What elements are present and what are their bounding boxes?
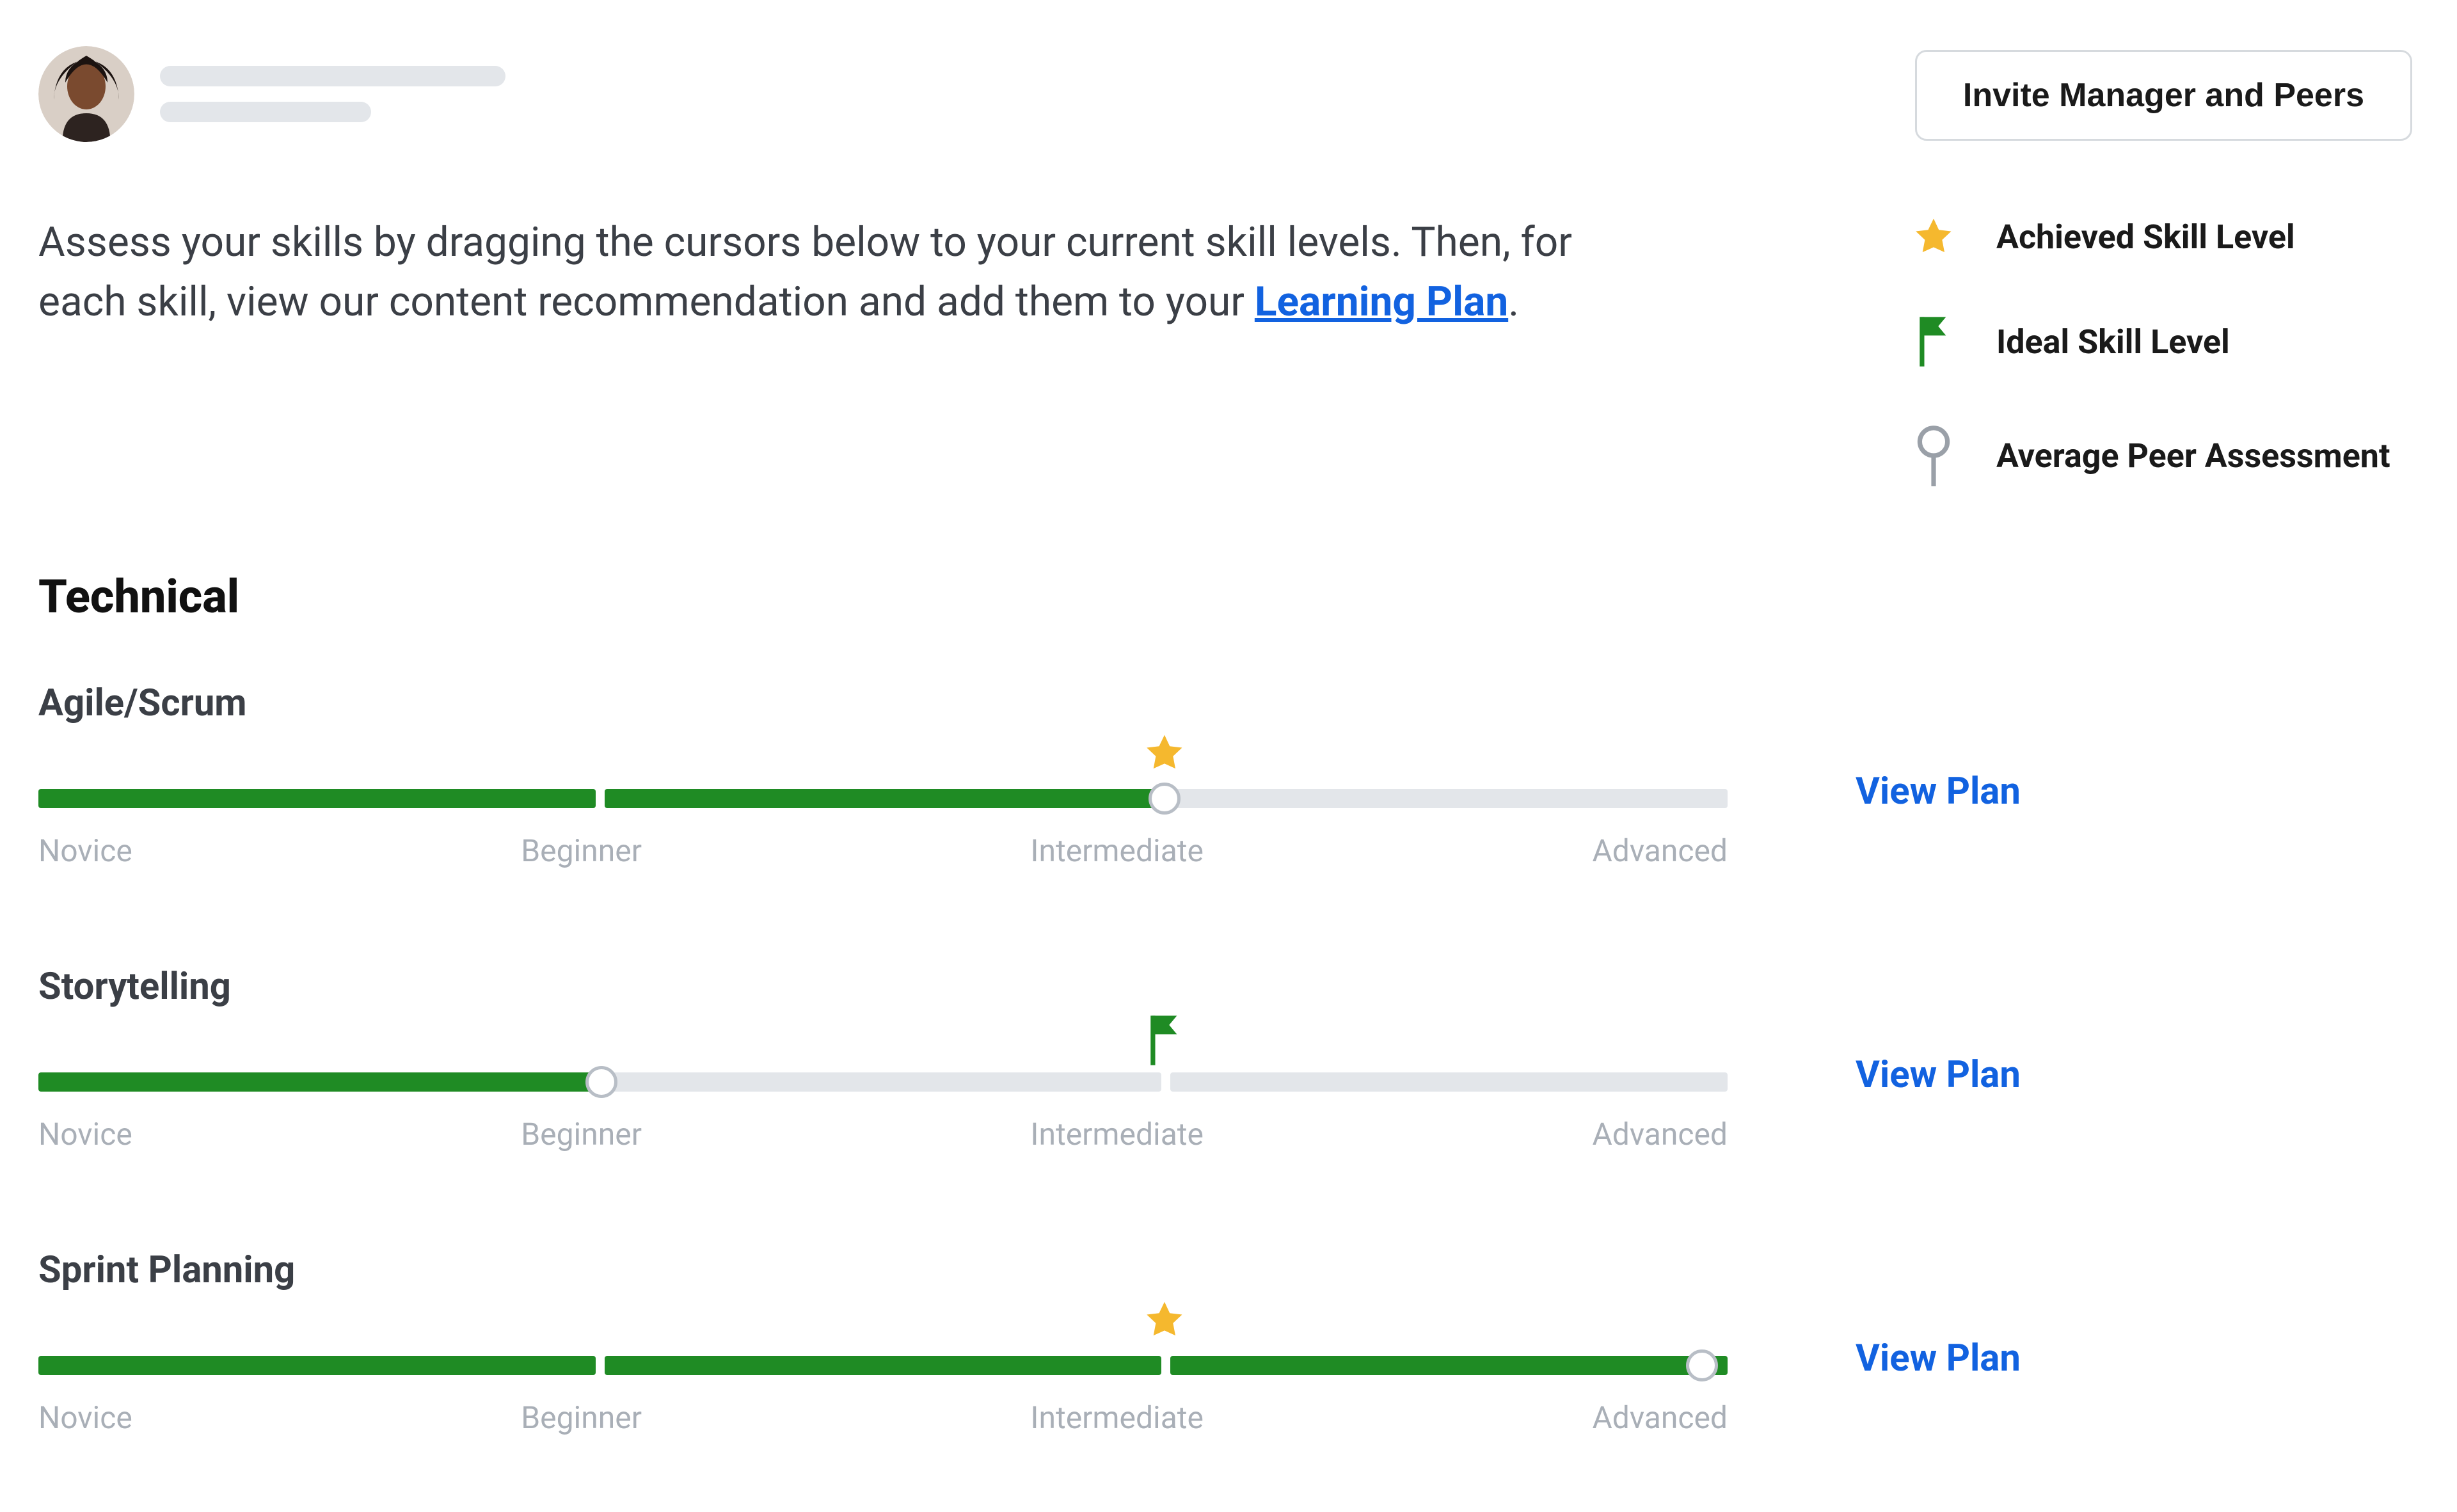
- skill-track[interactable]: [38, 1356, 1728, 1375]
- track-segment: [38, 789, 596, 808]
- star-icon: [1907, 215, 1960, 259]
- level-label: Beginner: [521, 1116, 642, 1152]
- level-label: Beginner: [521, 1399, 642, 1436]
- profile-placeholder: [160, 66, 505, 122]
- level-label: Advanced: [1592, 832, 1728, 869]
- track-segment: [605, 1072, 1162, 1092]
- placeholder-line: [160, 66, 505, 86]
- view-plan-link[interactable]: View Plan: [1856, 1337, 2021, 1380]
- section-title: Technical: [38, 569, 2419, 624]
- level-labels: Novice Beginner Intermediate Advanced: [38, 832, 1728, 869]
- level-label: Novice: [38, 1399, 132, 1436]
- skill-cursor[interactable]: [585, 1066, 617, 1098]
- level-label: Advanced: [1592, 1116, 1728, 1152]
- placeholder-line: [160, 102, 371, 122]
- skill-row: Storytelling Novice Beginner Intermediate A…: [38, 965, 2419, 1152]
- page: Invite Manager and Peers Assess your ski…: [0, 0, 2457, 1512]
- track-segments: [38, 1356, 1728, 1375]
- invite-button[interactable]: Invite Manager and Peers: [1915, 50, 2412, 141]
- level-labels: Novice Beginner Intermediate Advanced: [38, 1399, 1728, 1436]
- level-label: Intermediate: [1030, 1116, 1204, 1152]
- legend-label: Achieved Skill Level: [1996, 218, 2295, 257]
- level-labels: Novice Beginner Intermediate Advanced: [38, 1116, 1728, 1152]
- legend-item-achieved: Achieved Skill Level: [1907, 215, 2419, 259]
- track-segment: [1170, 789, 1728, 808]
- level-label: Advanced: [1592, 1399, 1728, 1436]
- skill-name: Sprint Planning: [38, 1248, 1728, 1292]
- view-plan-link[interactable]: View Plan: [1856, 1053, 2021, 1097]
- flag-icon: [1907, 316, 1960, 367]
- legend-item-ideal: Ideal Skill Level: [1907, 316, 2419, 367]
- track-segments: [38, 1072, 1728, 1092]
- level-label: Novice: [38, 832, 132, 869]
- skill-cursor[interactable]: [1686, 1349, 1718, 1381]
- star-icon: [1143, 1298, 1186, 1342]
- legend: Achieved Skill Level Ideal Skill Level A…: [1907, 215, 2419, 486]
- header: Invite Manager and Peers: [38, 46, 2419, 142]
- skill-cursor[interactable]: [1149, 783, 1181, 815]
- skill-row: Sprint Planning Novice Beginner Intermedia…: [38, 1248, 2419, 1436]
- skill-track[interactable]: [38, 1072, 1728, 1092]
- skill-track[interactable]: [38, 789, 1728, 808]
- track-segment: [1170, 1356, 1728, 1375]
- track-segments: [38, 789, 1728, 808]
- level-label: Novice: [38, 1116, 132, 1152]
- learning-plan-link[interactable]: Learning Plan: [1255, 278, 1508, 326]
- skill-name: Storytelling: [38, 965, 1728, 1008]
- flag-icon: [1146, 1015, 1183, 1066]
- skill-name: Agile/Scrum: [38, 681, 1728, 725]
- intro-row: Assess your skills by dragging the curso…: [38, 212, 2419, 486]
- skill-main: Storytelling Novice Beginner Intermediate A…: [38, 965, 1728, 1152]
- track-segment: [605, 789, 1162, 808]
- legend-label: Average Peer Assessment: [1996, 436, 2390, 475]
- track-segment: [38, 1356, 596, 1375]
- intro-text: Assess your skills by dragging the curso…: [38, 212, 1651, 332]
- track-segment: [38, 1072, 596, 1092]
- profile-block: [38, 46, 505, 142]
- legend-item-peer: Average Peer Assessment: [1907, 425, 2419, 486]
- level-label: Beginner: [521, 832, 642, 869]
- skill-row: Agile/Scrum Novice Beginner Intermediate Ad…: [38, 681, 2419, 869]
- skill-main: Sprint Planning Novice Beginner Intermedia…: [38, 1248, 1728, 1436]
- avatar[interactable]: [38, 46, 134, 142]
- level-label: Intermediate: [1030, 1399, 1204, 1436]
- pin-icon: [1907, 425, 1960, 486]
- star-icon: [1143, 731, 1186, 775]
- legend-label: Ideal Skill Level: [1996, 322, 2230, 362]
- skills-list: Agile/Scrum Novice Beginner Intermediate Ad…: [38, 681, 2419, 1436]
- view-plan-link[interactable]: View Plan: [1856, 770, 2021, 813]
- intro-after: .: [1508, 278, 1519, 326]
- skill-main: Agile/Scrum Novice Beginner Intermediate Ad…: [38, 681, 1728, 869]
- level-label: Intermediate: [1030, 832, 1204, 869]
- track-segment: [1170, 1072, 1728, 1092]
- track-segment: [605, 1356, 1162, 1375]
